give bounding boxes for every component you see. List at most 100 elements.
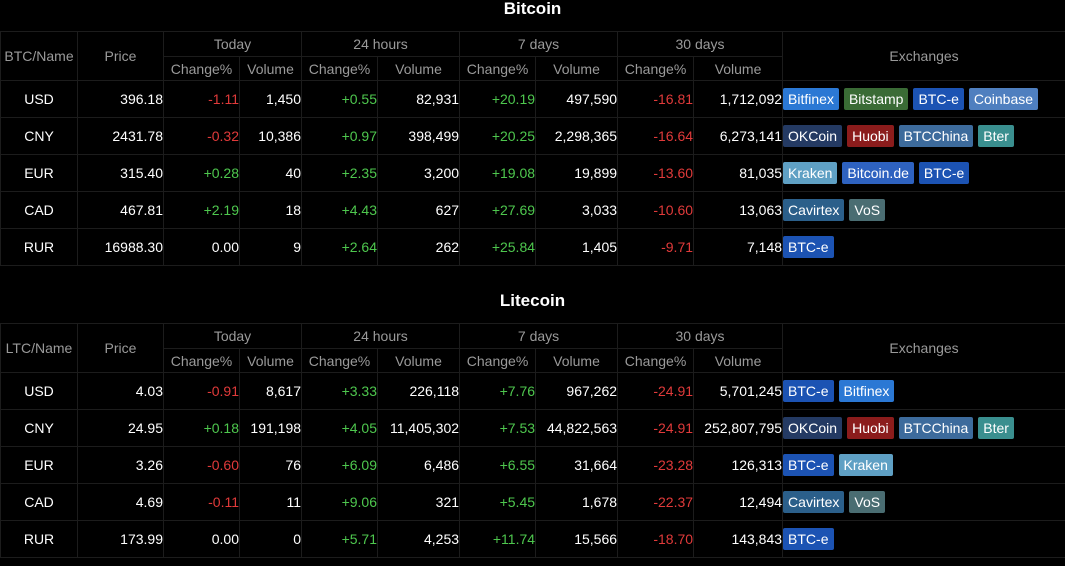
price-table: BTC/Name Price Today 24 hours 7 days 30 days E… (0, 31, 1065, 266)
volume-cell: 398,499 (377, 117, 461, 155)
change-cell: -0.91 (163, 372, 240, 410)
change-cell: +9.06 (301, 483, 379, 521)
exchange-badge-vos[interactable]: VoS (849, 491, 886, 513)
exchanges-cell: BTC-e Bitfinex (782, 372, 1065, 410)
volume-cell: 497,590 (535, 80, 619, 118)
exchange-badge-vos[interactable]: VoS (849, 199, 886, 221)
exchanges-cell: OKCoin Huobi BTCChina Bter (782, 117, 1065, 155)
price-cell: 4.03 (77, 372, 164, 410)
exchange-badge-bitfinex[interactable]: Bitfinex (783, 88, 839, 110)
exchange-badge-btcchina[interactable]: BTCChina (898, 417, 974, 439)
change-cell: -22.37 (617, 483, 695, 521)
exchange-badge-huobi[interactable]: Huobi (847, 417, 894, 439)
table-row: USD 4.03 -0.91 8,617 +3.33 226,118 +7.76 967,26… (0, 372, 1065, 410)
table-row: CAD 4.69 -0.11 11 +9.06 321 +5.45 1,678 -22.37 12… (0, 483, 1065, 521)
change-cell: +20.19 (459, 80, 537, 118)
price-column-header: Price (77, 323, 164, 373)
volume-cell: 18 (238, 191, 303, 229)
volume-cell: 143,843 (693, 520, 784, 558)
currency-cell: RUR (0, 520, 78, 558)
exchange-badge-coinbase[interactable]: Coinbase (968, 88, 1039, 110)
table-row: CAD 467.81 +2.19 18 +4.43 627 +27.69 3,033 -10.6… (0, 191, 1065, 229)
exchange-badge-bter[interactable]: Bter (978, 125, 1014, 147)
change-cell: +20.25 (459, 117, 537, 155)
exchange-badge-okcoin[interactable]: OKCoin (783, 125, 843, 147)
exchange-badge-kraken[interactable]: Kraken (783, 162, 838, 184)
exchange-badge-btc-e[interactable]: BTC-e (783, 454, 834, 476)
change-cell: -24.91 (617, 409, 695, 447)
volume-cell: 1,450 (238, 80, 303, 118)
volume-cell: 10,386 (238, 117, 303, 155)
exchanges-cell: Cavirtex VoS (782, 191, 1065, 229)
table-row: CNY 2431.78 -0.32 10,386 +0.97 398,499 +20.25 2… (0, 117, 1065, 155)
change-cell: +0.18 (163, 409, 240, 447)
volume-cell: 0 (238, 520, 303, 558)
exchange-badge-huobi[interactable]: Huobi (847, 125, 894, 147)
currency-cell: CNY (0, 409, 78, 447)
volume-cell: 252,807,795 (693, 409, 784, 447)
exchange-badge-bitfinex[interactable]: Bitfinex (838, 380, 895, 402)
price-cell: 396.18 (77, 80, 164, 118)
currency-cell: CAD (0, 483, 78, 521)
exchanges-cell: OKCoin Huobi BTCChina Bter (782, 409, 1065, 447)
exchange-badge-bter[interactable]: Bter (978, 417, 1014, 439)
volume-cell: 40 (238, 154, 303, 192)
volume-cell: 3,033 (535, 191, 619, 229)
exchange-badge-bitcoin-de[interactable]: Bitcoin.de (842, 162, 914, 184)
volume-column-header: Volume (238, 348, 303, 373)
currency-cell: RUR (0, 228, 78, 266)
price-cell: 3.26 (77, 446, 164, 484)
exchange-badge-btc-e[interactable]: BTC-e (783, 528, 834, 550)
exchange-badge-cavirtex[interactable]: Cavirtex (783, 491, 845, 513)
volume-cell: 1,405 (535, 228, 619, 266)
volume-cell: 226,118 (377, 372, 461, 410)
change-cell: -23.28 (617, 446, 695, 484)
change-column-header: Change% (459, 56, 537, 81)
change-column-header: Change% (617, 348, 695, 373)
change-cell: +11.74 (459, 520, 537, 558)
volume-cell: 1,712,092 (693, 80, 784, 118)
change-cell: +3.33 (301, 372, 379, 410)
exchange-badge-btc-e[interactable]: BTC-e (913, 88, 964, 110)
exchanges-cell: BTC-e Kraken (782, 446, 1065, 484)
30d-group-header: 30 days (617, 31, 784, 57)
exchange-badge-cavirtex[interactable]: Cavirtex (783, 199, 845, 221)
24h-group-header: 24 hours (301, 31, 461, 57)
volume-cell: 6,486 (377, 446, 461, 484)
volume-cell: 76 (238, 446, 303, 484)
volume-column-header: Volume (535, 56, 619, 81)
change-column-header: Change% (617, 56, 695, 81)
volume-cell: 8,617 (238, 372, 303, 410)
volume-cell: 19,899 (535, 154, 619, 192)
name-column-header: LTC/Name (0, 323, 78, 373)
volume-cell: 15,566 (535, 520, 619, 558)
exchange-badge-btc-e[interactable]: BTC-e (783, 236, 834, 258)
volume-cell: 5,701,245 (693, 372, 784, 410)
volume-cell: 2,298,365 (535, 117, 619, 155)
exchange-badge-btc-e[interactable]: BTC-e (918, 162, 970, 184)
volume-cell: 7,148 (693, 228, 784, 266)
volume-cell: 627 (377, 191, 461, 229)
exchange-badge-btcchina[interactable]: BTCChina (898, 125, 974, 147)
section-title: Litecoin (499, 291, 566, 310)
change-cell: +5.45 (459, 483, 537, 521)
change-cell: +0.97 (301, 117, 379, 155)
exchange-badge-btc-e[interactable]: BTC-e (783, 380, 834, 402)
exchange-badge-kraken[interactable]: Kraken (838, 454, 893, 476)
table-row: EUR 3.26 -0.60 76 +6.09 6,486 +6.55 31,664 -23.2… (0, 446, 1065, 484)
volume-cell: 4,253 (377, 520, 461, 558)
name-column-header: BTC/Name (0, 31, 78, 81)
price-cell: 173.99 (77, 520, 164, 558)
price-cell: 315.40 (77, 154, 164, 192)
change-cell: -0.32 (163, 117, 240, 155)
currency-cell: USD (0, 80, 78, 118)
volume-cell: 3,200 (377, 154, 461, 192)
exchange-badge-bitstamp[interactable]: Bitstamp (843, 88, 909, 110)
change-cell: +0.55 (301, 80, 379, 118)
exchanges-cell: Kraken Bitcoin.de BTC-e (782, 154, 1065, 192)
exchange-badge-okcoin[interactable]: OKCoin (783, 417, 843, 439)
change-column-header: Change% (301, 56, 379, 81)
change-cell: +0.28 (163, 154, 240, 192)
change-cell: +7.53 (459, 409, 537, 447)
change-cell: -0.60 (163, 446, 240, 484)
